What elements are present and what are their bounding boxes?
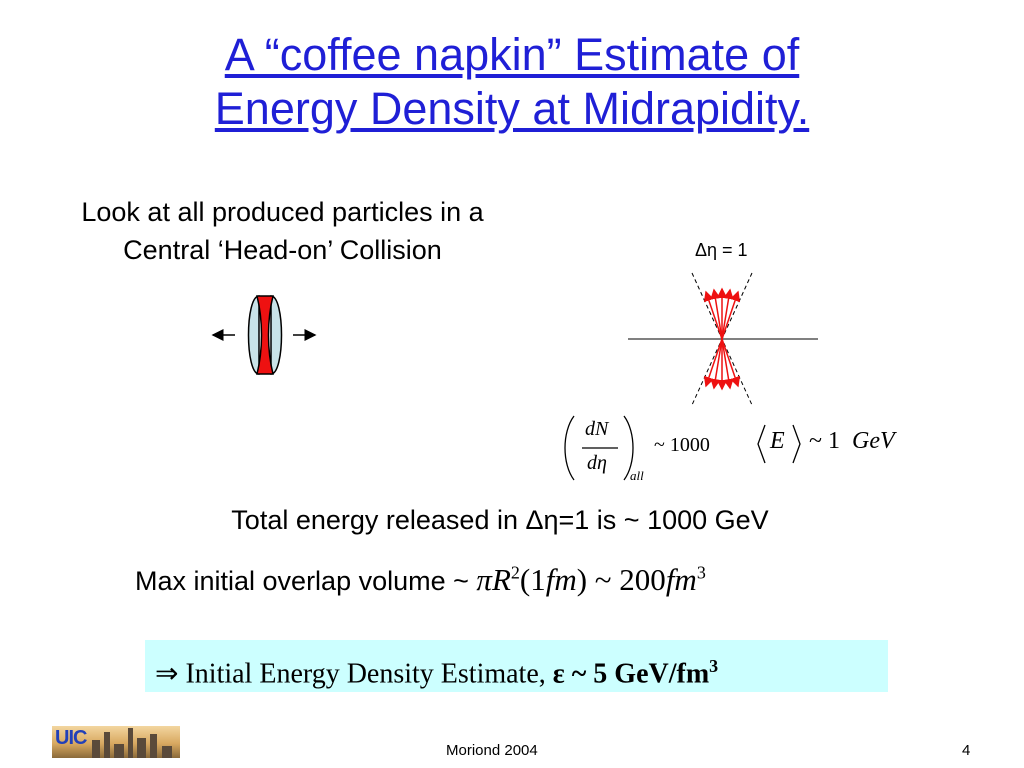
energy-symbol: E — [770, 428, 785, 454]
radius-symbol: R — [491, 562, 511, 597]
intro-text: Look at all produced particles in a Cent… — [10, 193, 555, 269]
nucleus-right — [270, 295, 283, 375]
result-exponent: 3 — [709, 656, 719, 676]
mean-energy-formula: E ~ 1 GeV — [755, 422, 925, 466]
result-text: Initial Energy Density Estimate, — [178, 658, 553, 690]
slide-title: A “coffee napkin” Estimate of Energy Den… — [0, 28, 1024, 136]
deta-denominator: dη — [587, 452, 607, 474]
footer-center: Moriond 2004 — [446, 742, 538, 759]
uic-logo: UIC — [52, 726, 180, 758]
paren-close: ) — [576, 562, 588, 597]
exponent-2: 2 — [510, 562, 520, 583]
volume-text: Max initial overlap volume ~ — [135, 566, 477, 596]
volume-line: Max initial overlap volume ~ πR2(1fm) ~ … — [135, 562, 706, 598]
energy-unit: GeV — [852, 428, 895, 454]
fm-unit-2: fm — [665, 562, 697, 597]
intro-line-2: Central ‘Head-on’ Collision — [123, 235, 442, 265]
subscript-all: all — [630, 468, 644, 483]
parentheses — [564, 415, 634, 481]
exponent-3: 3 — [696, 562, 706, 583]
pi-symbol: π — [476, 562, 492, 597]
title-line-2: Energy Density at Midrapidity. — [214, 83, 810, 134]
overlap-region — [256, 295, 274, 375]
intro-line-1: Look at all produced particles in a — [81, 197, 484, 227]
page-number: 4 — [962, 742, 971, 759]
volume-formula: πR2(1fm) ~ 200fm3 — [476, 562, 705, 597]
multiplicity-value: ~ 1000 — [654, 434, 710, 456]
volume-value: ~ 200 — [587, 562, 666, 597]
title-line-1: A “coffee napkin” Estimate of — [224, 29, 800, 80]
collision-diagram — [211, 295, 317, 375]
paren-open: (1 — [519, 562, 546, 597]
angle-brackets — [757, 424, 801, 464]
implies-arrow-icon: ⇒ — [155, 658, 179, 690]
fm-unit-1: fm — [545, 562, 577, 597]
result-value: ε ~ 5 GeV/fm — [552, 658, 710, 690]
result-box: ⇒ Initial Energy Density Estimate, ε ~ 5… — [145, 640, 888, 692]
total-energy-text: Total energy released in Δη=1 is ~ 1000 … — [231, 505, 769, 535]
delta-eta-label: Δη = 1 — [695, 240, 748, 260]
nucleus-left — [247, 295, 260, 375]
energy-value: ~ 1 — [809, 428, 840, 454]
particle-tracks — [703, 287, 741, 391]
multiplicity-formula: dN dη all ~ 1000 — [560, 412, 750, 487]
rapidity-window-diagram — [628, 272, 818, 406]
dn-numerator: dN — [585, 418, 609, 440]
logo-text: UIC — [55, 727, 87, 749]
